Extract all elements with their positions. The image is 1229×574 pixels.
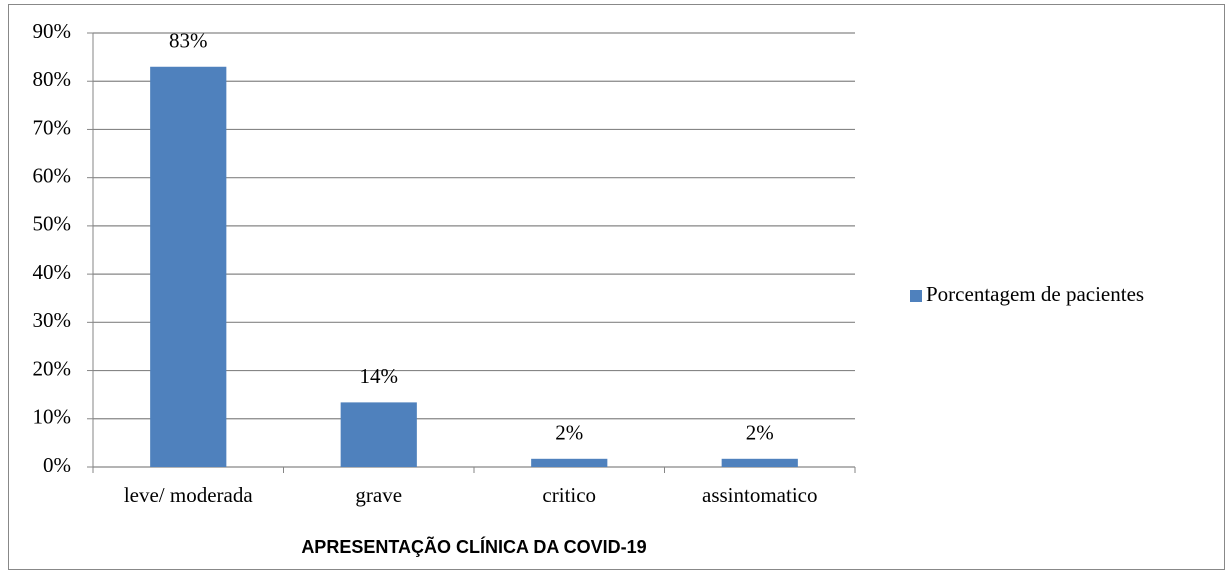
y-tick-label: 0% [43,453,71,477]
x-tick-label: leve/ moderada [124,483,254,507]
y-tick-label: 20% [33,356,72,380]
x-tick-label: assintomatico [702,483,817,507]
chart-frame [8,4,1225,570]
x-tick-label: grave [355,483,402,507]
data-label: 2% [746,421,774,445]
y-tick-label: 30% [33,308,72,332]
y-tick-label: 70% [33,115,72,139]
bar [150,66,227,467]
x-axis-title: APRESENTAÇÃO CLÍNICA DA COVID-19 [301,536,646,557]
y-tick-label: 60% [33,163,72,187]
bar [340,402,417,467]
data-label: 14% [360,364,399,388]
data-label: 2% [555,421,583,445]
y-tick-label: 40% [33,260,72,284]
bar [531,458,608,467]
x-tick-label: critico [542,483,596,507]
bar [721,458,798,467]
y-tick-label: 80% [33,67,72,91]
data-label: 83% [169,29,208,53]
y-tick-label: 10% [33,405,72,429]
legend-swatch [910,290,922,302]
y-tick-label: 50% [33,212,72,236]
y-tick-label: 90% [33,19,72,43]
legend-label: Porcentagem de pacientes [926,282,1144,306]
